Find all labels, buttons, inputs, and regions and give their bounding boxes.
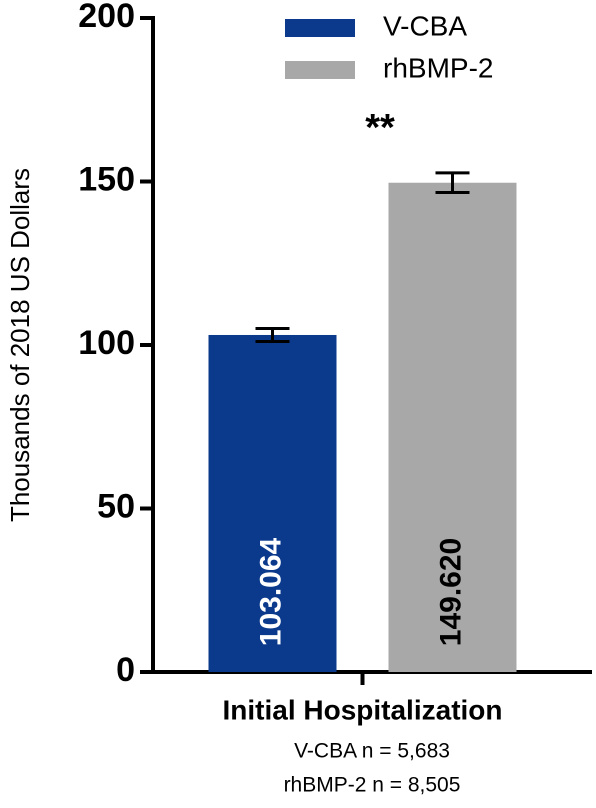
significance-annotation: ** [365, 107, 395, 149]
note: V-CBA n = 5,683 [294, 740, 450, 763]
error-bar [255, 326, 290, 344]
bar [208, 334, 337, 672]
y-tick-label: 50 [97, 487, 135, 525]
note: rhBMP-2 n = 8,505 [284, 774, 461, 797]
value-label: 103.064 [254, 537, 287, 646]
y-tick-label: 150 [78, 160, 135, 198]
bar [388, 182, 517, 672]
y-axis-label: Thousands of 2018 US Dollars [5, 168, 35, 522]
y-tick-label: 0 [116, 651, 135, 689]
legend-swatch [285, 19, 355, 37]
error-bar [435, 171, 470, 195]
y-tick-label: 200 [78, 0, 135, 35]
y-tick-label: 100 [78, 324, 135, 362]
legend-swatch [285, 61, 355, 79]
x-tick-label: Initial Hospitalization [222, 694, 502, 725]
legend-label: rhBMP-2 [383, 52, 493, 83]
value-label: 149.620 [434, 538, 467, 646]
legend-label: V-CBA [383, 10, 467, 41]
